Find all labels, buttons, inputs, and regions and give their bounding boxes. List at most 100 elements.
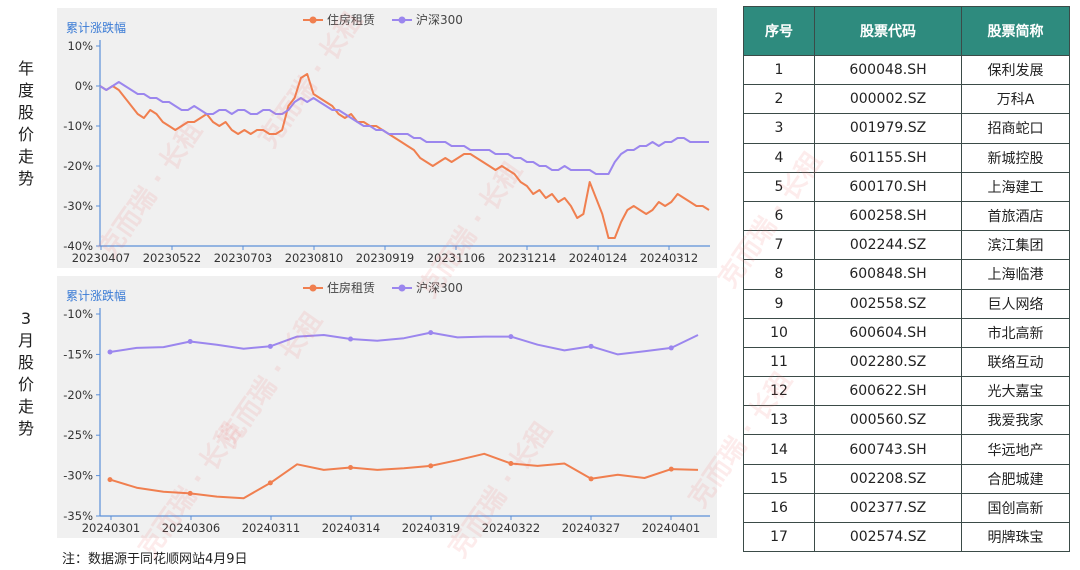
table-row: 12 600622.SH 光大嘉宝 bbox=[743, 376, 1070, 407]
series-line bbox=[109, 331, 699, 356]
cell-index: 17 bbox=[743, 521, 815, 553]
data-point bbox=[588, 343, 594, 349]
data-point bbox=[428, 463, 434, 469]
y-tick-label: -40% bbox=[63, 239, 93, 253]
table-row: 16 002377.SZ 国创高新 bbox=[743, 492, 1070, 524]
cell-stock-code: 600622.SH bbox=[814, 376, 962, 407]
annual-trend-label: 年度股价走势 bbox=[16, 58, 36, 190]
x-tick-label: 20231214 bbox=[498, 251, 557, 265]
x-tick-label: 20240401 bbox=[642, 521, 701, 535]
cell-index: 1 bbox=[743, 54, 815, 86]
cell-stock-code: 600048.SH bbox=[814, 54, 962, 86]
table-row: 13 000560.SZ 我爱我家 bbox=[743, 405, 1070, 436]
cell-stock-name: 明牌珠宝 bbox=[961, 521, 1070, 553]
cell-stock-name: 我爱我家 bbox=[961, 405, 1070, 436]
cell-index: 10 bbox=[743, 317, 815, 348]
y-tick-label: -30% bbox=[63, 199, 93, 213]
table-row: 1 600048.SH 保利发展 bbox=[743, 54, 1070, 86]
table-row: 11 002280.SZ 联络互动 bbox=[743, 346, 1070, 378]
cell-index: 4 bbox=[743, 142, 815, 173]
cell-stock-name: 合肥城建 bbox=[961, 463, 1070, 494]
cell-stock-code: 000002.SZ bbox=[814, 84, 962, 115]
data-point bbox=[187, 338, 193, 344]
data-point bbox=[267, 480, 273, 486]
x-tick-label: 20240124 bbox=[569, 251, 628, 265]
cell-stock-code: 600604.SH bbox=[814, 317, 962, 348]
cell-index: 12 bbox=[743, 376, 815, 407]
legend-item: 沪深300 bbox=[392, 13, 463, 27]
table-row: 7 002244.SZ 滨江集团 bbox=[743, 230, 1070, 261]
legend-label: 沪深300 bbox=[416, 13, 463, 27]
cell-stock-name: 上海临港 bbox=[961, 259, 1070, 290]
table-row: 4 601155.SH 新城控股 bbox=[743, 142, 1070, 173]
march-trend-label: 3 月股价走势 bbox=[16, 308, 36, 440]
cell-index: 6 bbox=[743, 200, 815, 232]
x-tick-label: 20240322 bbox=[482, 521, 541, 535]
cell-stock-name: 新城控股 bbox=[961, 142, 1070, 173]
cell-index: 16 bbox=[743, 492, 815, 524]
stock-list-table: 序号 股票代码 股票简称 1 600048.SH 保利发展 2 000002.SZ 万科A… bbox=[743, 6, 1070, 553]
table-row: 9 002558.SZ 巨人网络 bbox=[743, 288, 1070, 319]
x-tick-label: 20230703 bbox=[214, 251, 273, 265]
y-tick-label: -30% bbox=[63, 469, 93, 483]
data-point bbox=[508, 334, 514, 340]
x-tick-label: 20230407 bbox=[72, 251, 131, 265]
cell-stock-name: 巨人网络 bbox=[961, 288, 1070, 319]
x-tick-label: 20230919 bbox=[356, 251, 415, 265]
x-tick-label: 20240312 bbox=[640, 251, 699, 265]
cell-stock-code: 601155.SH bbox=[814, 142, 962, 173]
table-row: 8 600848.SH 上海临港 bbox=[743, 259, 1070, 290]
legend-marker bbox=[309, 16, 317, 24]
cell-stock-name: 国创高新 bbox=[961, 492, 1070, 524]
data-point bbox=[348, 465, 354, 471]
side-label-char: 股 bbox=[17, 103, 34, 122]
table-row: 10 600604.SH 市北高新 bbox=[743, 317, 1070, 348]
header-index: 序号 bbox=[743, 6, 815, 56]
legend-marker bbox=[398, 16, 406, 24]
x-tick-label: 20240327 bbox=[562, 521, 621, 535]
cell-stock-code: 002208.SZ bbox=[814, 463, 962, 494]
cell-index: 7 bbox=[743, 230, 815, 261]
legend-item: 住房租赁 bbox=[303, 12, 375, 27]
cell-index: 15 bbox=[743, 463, 815, 494]
series-line bbox=[99, 81, 709, 175]
side-label-char: 走 bbox=[17, 147, 34, 166]
side-label-char: 度 bbox=[17, 81, 34, 100]
header-stock-name: 股票简称 bbox=[961, 6, 1070, 56]
data-point bbox=[508, 460, 514, 466]
series-line bbox=[99, 73, 710, 239]
series-line bbox=[109, 452, 699, 500]
table-row: 3 001979.SZ 招商蛇口 bbox=[743, 113, 1070, 144]
x-tick-label: 20230522 bbox=[143, 251, 202, 265]
cell-stock-name: 联络互动 bbox=[961, 346, 1070, 378]
y-tick-label: -15% bbox=[63, 347, 93, 361]
side-label-char: 势 bbox=[17, 419, 34, 438]
side-label-char: 股 bbox=[17, 353, 34, 372]
data-point bbox=[107, 477, 113, 483]
cell-stock-name: 市北高新 bbox=[961, 317, 1070, 348]
legend-label: 沪深300 bbox=[416, 281, 463, 295]
table-row: 6 600258.SH 首旅酒店 bbox=[743, 200, 1070, 232]
y-tick-label: -10% bbox=[63, 307, 93, 321]
table-row: 5 600170.SH 上海建工 bbox=[743, 171, 1070, 202]
cell-stock-name: 滨江集团 bbox=[961, 230, 1070, 261]
table-row: 15 002208.SZ 合肥城建 bbox=[743, 463, 1070, 494]
legend-item: 沪深300 bbox=[392, 281, 463, 295]
cell-index: 3 bbox=[743, 113, 815, 144]
march-chart-panel: 累计涨跌幅 住房租赁 沪深300 -10% -15% -20% -25% -30% -35% 20… bbox=[57, 276, 717, 538]
cell-stock-code: 002377.SZ bbox=[814, 492, 962, 524]
y-tick-label: -35% bbox=[63, 509, 93, 523]
y-tick-label: -20% bbox=[63, 388, 93, 402]
data-point bbox=[428, 330, 434, 336]
y-tick-label: 0% bbox=[75, 79, 93, 93]
cell-stock-code: 600743.SH bbox=[814, 434, 962, 465]
legend-marker bbox=[398, 284, 406, 292]
table-row: 17 002574.SZ 明牌珠宝 bbox=[743, 521, 1070, 553]
cell-stock-code: 002574.SZ bbox=[814, 521, 962, 553]
cell-stock-code: 600170.SH bbox=[814, 171, 962, 202]
side-label-char: 年 bbox=[17, 59, 34, 78]
legend-label: 住房租赁 bbox=[327, 12, 375, 27]
cell-stock-name: 万科A bbox=[961, 84, 1070, 115]
